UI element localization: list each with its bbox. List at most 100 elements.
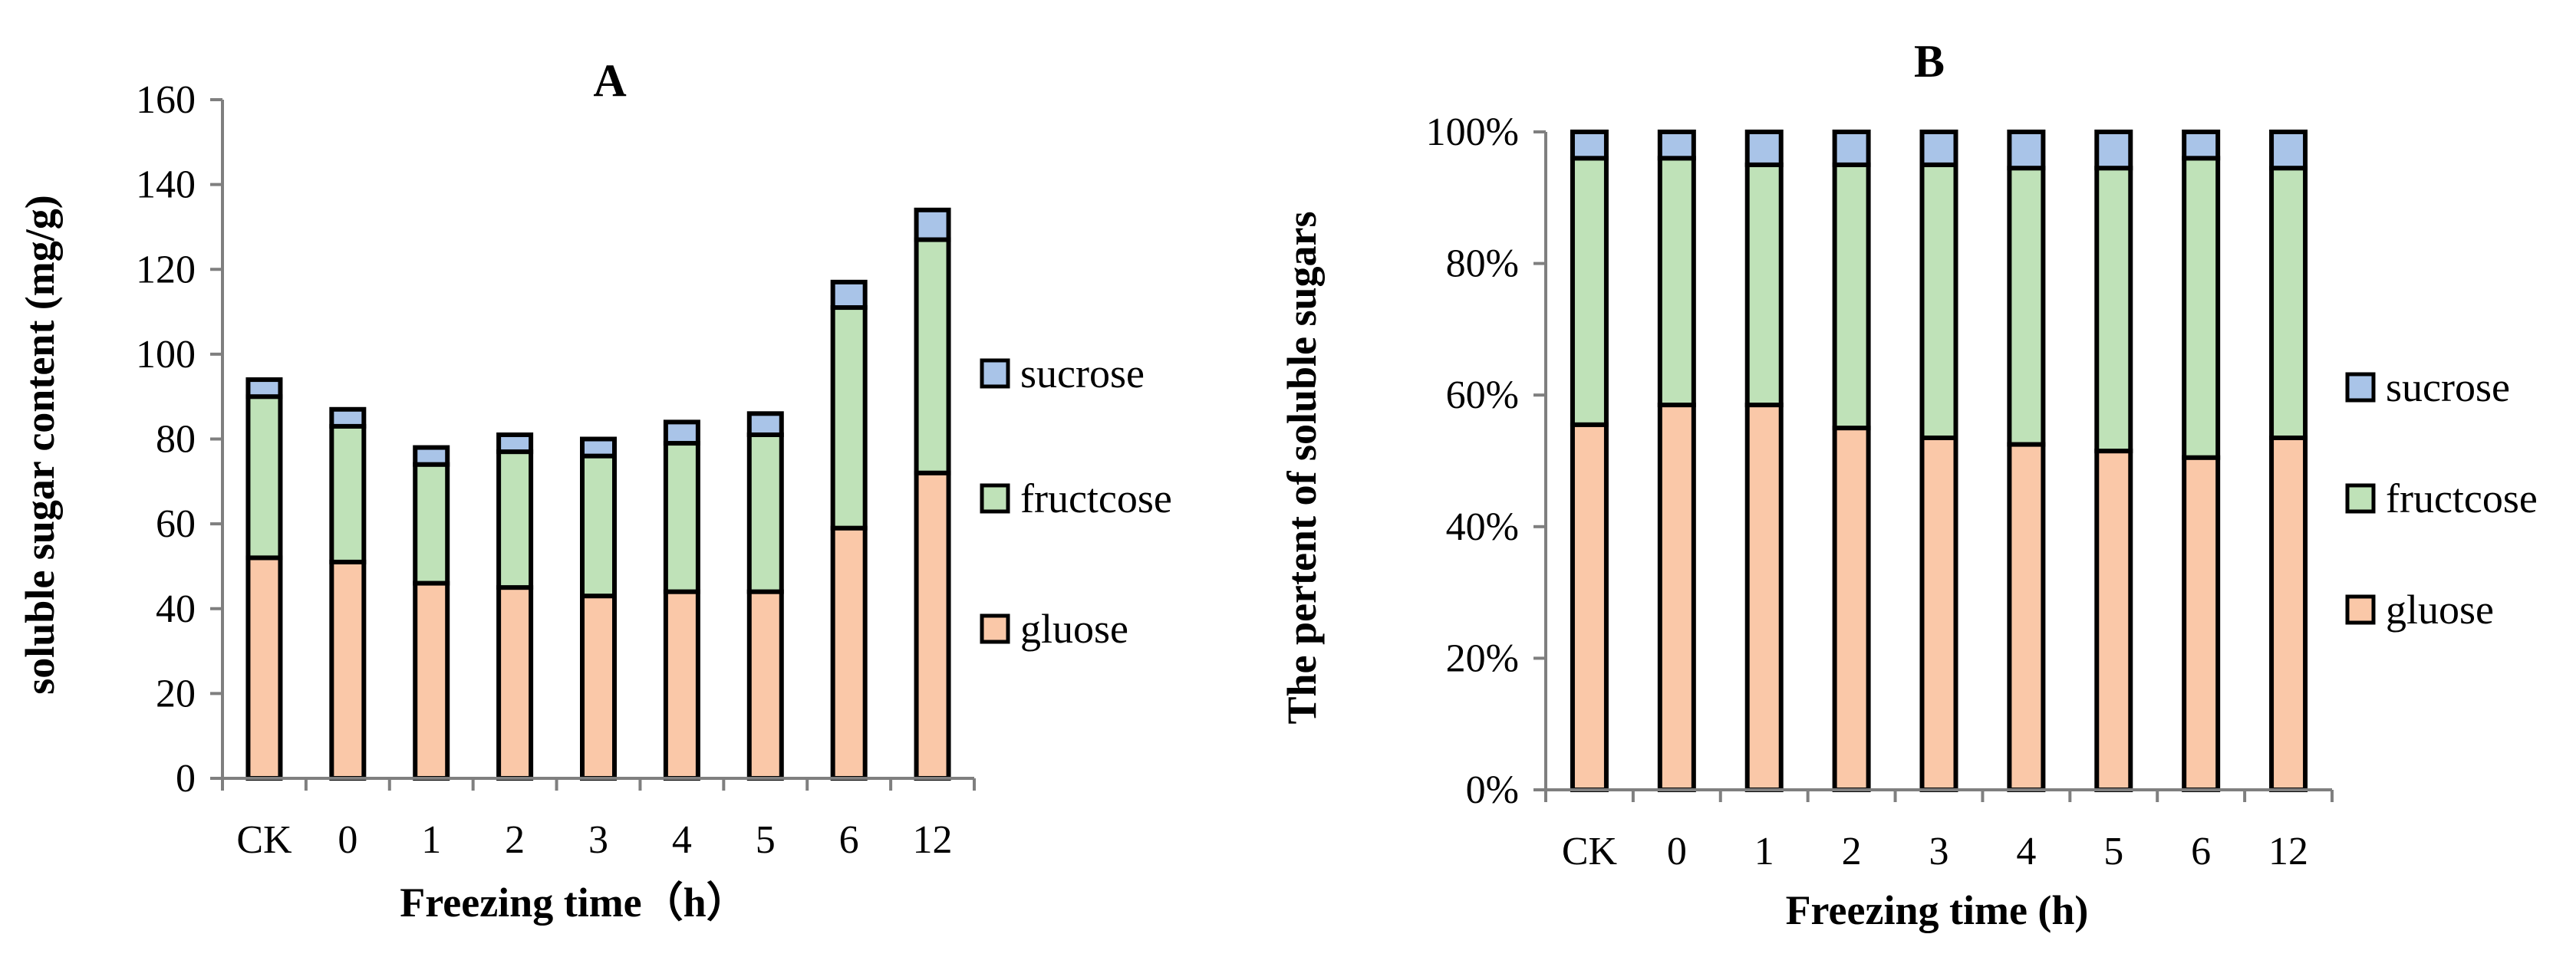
chart-b-bar-gluose-6: gluose 6: 50.5 (2182, 455, 2221, 793)
chart-b-y-tick-labels: 0% 20% 40% 60% 80% 100% (1426, 110, 1519, 812)
chart-a-x-tick-label: 4 (672, 818, 692, 862)
chart-a-y-tick-label: 120 (136, 248, 196, 291)
chart-a-legend-swatch-fructcose (980, 483, 1010, 514)
chart-a-bar-gluose-12: gluose 12: 72 (914, 470, 951, 781)
chart-b-legend: sucrose fructcose gluose (2345, 364, 2538, 633)
chart-a-y-tick-label: 160 (136, 78, 196, 122)
chart-b-bar-gluose-12: gluose 12: 53.5 (2269, 435, 2308, 792)
chart-b-ylabel: The pertent of soluble sugars (1279, 211, 1325, 724)
chart-a-bar-fructcose-1: fructcose 1: 28 (413, 462, 450, 586)
chart-b-y-tick-label: 0% (1466, 768, 1519, 812)
chart-a-y-tick-labels: 0 20 40 60 80 100 120 140 160 (136, 78, 196, 801)
chart-b-x-tick-labels: CK 0 1 2 3 4 5 6 12 (1562, 830, 2308, 873)
chart-b-bar-gluose-5: gluose 5: 51.5 (2094, 449, 2133, 792)
chart-b-bar-fructcose-5: fructcose 5: 43 (2094, 166, 2133, 454)
chart-b-legend-label-gluose: gluose (2386, 587, 2494, 633)
chart-a-x-tick-labels: CK 0 1 2 3 4 5 6 12 (236, 818, 952, 862)
chart-a-bar-sucrose-6: sucrose 6: 6 (830, 279, 868, 311)
chart-b-title: B (1914, 36, 1945, 87)
chart-b-bar-sucrose-1: sucrose 1: 5 (1744, 130, 1784, 167)
chart-b-x-tick-label: CK (1562, 830, 1618, 873)
chart-a-bar-fructcose-CK: fructcose CK: 38 (245, 394, 283, 561)
chart-b-bar-sucrose-0: sucrose 0: 4 (1657, 130, 1696, 161)
chart-b-legend-swatch-gluose (2345, 594, 2376, 625)
chart-a-xlabel: Freezing time（h） (400, 880, 747, 926)
chart-a: A soluble sugar content (mg/g) Freezing … (17, 55, 1172, 926)
chart-a-bar-sucrose-12: sucrose 12: 7 (914, 207, 951, 242)
chart-b-bar-gluose-2: gluose 2: 55 (1832, 426, 1871, 792)
chart-a-bar-fructcose-0: fructcose 0: 32 (329, 423, 367, 564)
chart-a-y-tick-label: 60 (156, 502, 196, 546)
chart-b-x-tick-label: 5 (2103, 830, 2123, 873)
chart-a-x-tick-label: 12 (913, 818, 953, 862)
chart-a-y-tick-label: 0 (176, 757, 196, 801)
chart-a-bar-gluose-CK: gluose CK: 52 (245, 555, 283, 781)
chart-a-axes (210, 98, 976, 791)
chart-b-x-tick-label: 0 (1667, 830, 1687, 873)
chart-a-x-tick-label: CK (236, 818, 292, 862)
chart-b-bar-fructcose-6: fructcose 6: 45.5 (2182, 156, 2221, 460)
chart-b-x-tick-label: 6 (2191, 830, 2211, 873)
chart-b-bar-fructcose-CK: fructcose CK: 40.5 (1570, 156, 1609, 427)
chart-a-legend-swatch-sucrose (980, 358, 1010, 389)
chart-b-bar-gluose-3: gluose 3: 53.5 (1919, 435, 1958, 792)
chart-a-bar-sucrose-4: sucrose 4: 5 (663, 419, 700, 446)
chart-a-y-tick-label: 100 (136, 333, 196, 377)
chart-a-y-tick-label: 20 (156, 672, 196, 715)
chart-b-bar-sucrose-3: sucrose 3: 5 (1919, 130, 1958, 167)
chart-a-legend-label-gluose: gluose (1020, 606, 1128, 652)
chart-a-bar-fructcose-2: fructcose 2: 32 (496, 449, 534, 590)
chart-a-ylabel: soluble sugar content (mg/g) (17, 195, 63, 695)
chart-b-legend-swatch-fructcose (2345, 483, 2376, 514)
chart-b-bar-fructcose-1: fructcose 1: 36.5 (1744, 162, 1784, 408)
chart-b-x-tick-label: 3 (1929, 830, 1949, 873)
chart-b-bar-gluose-1: gluose 1: 58.5 (1744, 403, 1784, 792)
chart-a-x-tick-label: 0 (338, 818, 357, 862)
chart-a-bar-gluose-3: gluose 3: 43 (580, 594, 617, 781)
chart-b-legend-label-fructcose: fructcose (2386, 475, 2538, 521)
chart-a-bar-gluose-5: gluose 5: 44 (746, 589, 784, 781)
chart-a-bar-fructcose-6: fructcose 6: 52 (830, 305, 868, 531)
chart-b-axes (1533, 130, 2334, 802)
chart-a-bar-sucrose-2: sucrose 2: 4 (496, 432, 534, 455)
chart-a-bar-sucrose-5: sucrose 5: 5 (746, 411, 784, 437)
chart-a-legend-label-sucrose: sucrose (1020, 350, 1145, 396)
chart-a-x-tick-label: 3 (588, 818, 608, 862)
chart-a-bar-fructcose-4: fructcose 4: 35 (663, 441, 700, 594)
chart-b-x-tick-label: 1 (1754, 830, 1774, 873)
chart-b-bar-sucrose-5: sucrose 5: 5.5 (2094, 130, 2133, 171)
chart-b-bar-fructcose-4: fructcose 4: 42 (2007, 166, 2046, 447)
chart-a-x-tick-label: 5 (756, 818, 776, 862)
chart-b-bar-sucrose-CK: sucrose CK: 4 (1570, 130, 1609, 161)
chart-b-bar-gluose-0: gluose 0: 58.5 (1657, 403, 1696, 792)
chart-a-x-tick-label: 2 (505, 818, 525, 862)
chart-b-bar-fructcose-3: fructcose 3: 41.5 (1919, 162, 1958, 440)
chart-b-y-tick-label: 100% (1426, 110, 1519, 154)
chart-b-x-tick-label: 12 (2268, 830, 2308, 873)
chart-b-bar-sucrose-12: sucrose 12: 5.5 (2269, 130, 2308, 171)
chart-b-y-tick-label: 40% (1446, 505, 1519, 549)
chart-a-bar-sucrose-0: sucrose 0: 4 (329, 406, 367, 429)
chart-a-bars: gluose CK: 52fructcose CK: 38sucrose CK:… (245, 207, 951, 781)
chart-a-bar-gluose-2: gluose 2: 45 (496, 585, 534, 781)
chart-b-bars: gluose CK: 55.5fructcose CK: 40.5sucrose… (1570, 130, 2308, 793)
chart-b-x-tick-label: 2 (1842, 830, 1862, 873)
chart-a-bar-sucrose-CK: sucrose CK: 4 (245, 377, 283, 400)
chart-b-legend-label-sucrose: sucrose (2386, 364, 2510, 410)
chart-a-y-tick-label: 140 (136, 163, 196, 207)
chart-a-bar-sucrose-1: sucrose 1: 4 (413, 445, 450, 467)
chart-a-bar-fructcose-5: fructcose 5: 37 (746, 432, 784, 594)
chart-b-bar-fructcose-0: fructcose 0: 37.5 (1657, 156, 1696, 408)
chart-a-x-tick-label: 6 (839, 818, 859, 862)
chart-b-x-tick-label: 4 (2016, 830, 2036, 873)
chart-a-legend-swatch-gluose (980, 613, 1010, 644)
chart-b-bar-gluose-CK: gluose CK: 55.5 (1570, 422, 1609, 792)
chart-b-bar-sucrose-4: sucrose 4: 5.5 (2007, 130, 2046, 171)
chart-a-x-tick-label: 1 (421, 818, 441, 862)
chart-b-bar-gluose-4: gluose 4: 52.5 (2007, 442, 2046, 792)
chart-a-bar-gluose-6: gluose 6: 59 (830, 525, 868, 781)
chart-a-legend: sucrose fructcose gluose (980, 350, 1172, 652)
chart-a-bar-gluose-4: gluose 4: 44 (663, 589, 700, 781)
chart-a-bar-fructcose-3: fructcose 3: 33 (580, 453, 617, 599)
